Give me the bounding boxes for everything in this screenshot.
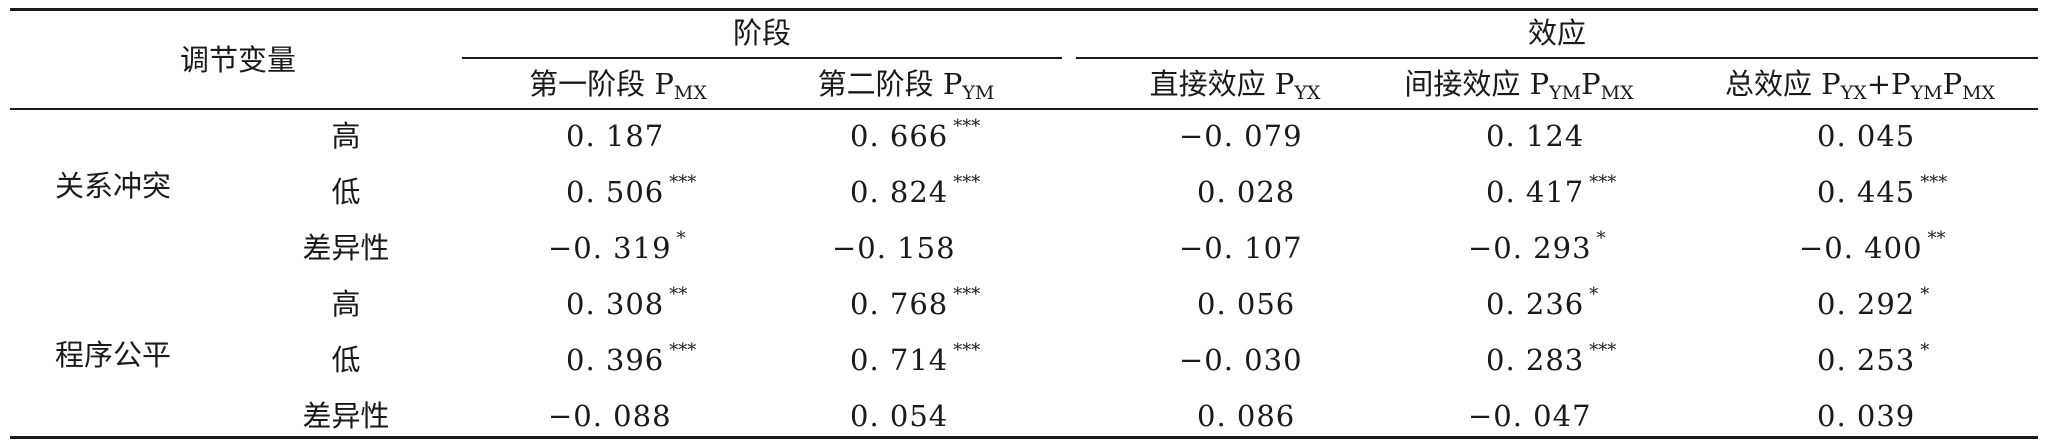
top-rule <box>10 8 2038 11</box>
stage-group-rule <box>462 57 1062 59</box>
significance-mark: *** <box>669 340 697 361</box>
cell-value: 0. 045 <box>1817 119 1916 153</box>
cell-value: −0. 088 <box>548 399 672 433</box>
cell-value: −0. 107 <box>1179 231 1303 265</box>
cell-value: 0. 445 <box>1817 175 1916 209</box>
cell-value: 0. 396 <box>566 343 665 377</box>
group-label-procedural-justice: 程序公平 <box>55 338 172 372</box>
significance-mark: * <box>1920 284 1930 305</box>
row-level-label: 高 <box>331 287 361 321</box>
cell-value: 0. 292 <box>1817 287 1916 321</box>
table-cell: 0. 666 *** <box>850 118 980 154</box>
cell-value: 0. 308 <box>566 287 665 321</box>
bottom-rule <box>10 436 2038 439</box>
table-cell: 0. 417 *** <box>1486 174 1616 210</box>
significance-mark: ** <box>669 284 688 305</box>
significance-mark: *** <box>1920 172 1948 193</box>
table-cell: 0. 086 <box>1197 398 1295 434</box>
cell-value: 0. 506 <box>566 175 665 209</box>
moderator-header: 调节变量 <box>179 43 297 77</box>
cell-value: 0. 417 <box>1486 175 1585 209</box>
table-cell: 0. 028 <box>1197 174 1295 210</box>
table-cell: 0. 283 *** <box>1486 342 1616 378</box>
table-cell: 0. 824 *** <box>850 174 980 210</box>
cell-value: −0. 079 <box>1179 119 1303 153</box>
cell-value: 0. 714 <box>850 343 949 377</box>
table-cell: 0. 768 *** <box>850 286 980 322</box>
cell-value: 0. 124 <box>1486 119 1585 153</box>
table-cell: 0. 253 * <box>1817 342 1929 378</box>
group-label-relationship-conflict: 关系冲突 <box>55 169 172 203</box>
significance-mark: *** <box>953 340 981 361</box>
cell-value: 0. 283 <box>1486 343 1585 377</box>
cell-value: 0. 236 <box>1486 287 1585 321</box>
table-cell: −0. 293 * <box>1468 230 1606 266</box>
col-header-indirect: 间接效应 PYMPMX <box>1404 67 1634 104</box>
table-cell: 0. 308 ** <box>566 286 687 322</box>
effect-group-rule <box>1076 57 2038 59</box>
cell-value: 0. 086 <box>1197 399 1296 433</box>
row-level-label: 差异性 <box>302 399 390 433</box>
cell-value: 0. 768 <box>850 287 949 321</box>
col-header-stage1: 第一阶段 PMX <box>529 67 707 104</box>
table-cell: 0. 445 *** <box>1817 174 1947 210</box>
table-cell: −0. 319 * <box>548 230 686 266</box>
cell-value: 0. 666 <box>850 119 949 153</box>
col-header-direct: 直接效应 PYX <box>1149 67 1321 104</box>
cell-value: −0. 400 <box>1799 231 1923 265</box>
cell-value: −0. 047 <box>1468 399 1592 433</box>
cell-value: −0. 030 <box>1179 343 1303 377</box>
table-cell: 0. 124 <box>1486 118 1584 154</box>
significance-mark: * <box>676 228 686 249</box>
significance-mark: * <box>1596 228 1606 249</box>
significance-mark: *** <box>1589 172 1617 193</box>
table-cell: 0. 714 *** <box>850 342 980 378</box>
table-cell: −0. 047 <box>1468 398 1592 434</box>
significance-mark: * <box>1920 340 1930 361</box>
table-cell: −0. 158 <box>832 230 956 266</box>
cell-value: 0. 039 <box>1817 399 1916 433</box>
significance-mark: *** <box>953 284 981 305</box>
col-header-total: 总效应 PYX+PYMPMX <box>1724 67 1996 104</box>
table-cell: −0. 030 <box>1179 342 1303 378</box>
table-cell: 0. 506 *** <box>566 174 696 210</box>
significance-mark: *** <box>1589 340 1617 361</box>
significance-mark: * <box>1589 284 1599 305</box>
cell-value: 0. 028 <box>1197 175 1296 209</box>
cell-value: 0. 054 <box>850 399 949 433</box>
table-cell: 0. 054 <box>850 398 948 434</box>
table-cell: −0. 088 <box>548 398 672 434</box>
table-cell: −0. 107 <box>1179 230 1303 266</box>
row-level-label: 低 <box>331 343 361 377</box>
significance-mark: *** <box>953 116 981 137</box>
table-cell: 0. 292 * <box>1817 286 1929 322</box>
cell-value: 0. 253 <box>1817 343 1916 377</box>
header-bottom-rule <box>10 108 2038 110</box>
cell-value: 0. 056 <box>1197 287 1296 321</box>
table-cell: 0. 056 <box>1197 286 1295 322</box>
row-level-label: 差异性 <box>302 231 390 265</box>
table-cell: −0. 079 <box>1179 118 1303 154</box>
table-cell: 0. 045 <box>1817 118 1915 154</box>
significance-mark: *** <box>953 172 981 193</box>
effect-group-header: 效应 <box>1527 16 1587 50</box>
row-level-label: 高 <box>331 119 361 153</box>
table-cell: 0. 039 <box>1817 398 1915 434</box>
table-cell: −0. 400 ** <box>1799 230 1946 266</box>
cell-value: −0. 293 <box>1468 231 1592 265</box>
table-cell: 0. 396 *** <box>566 342 696 378</box>
table-cell: 0. 187 <box>566 118 664 154</box>
cell-value: −0. 158 <box>832 231 956 265</box>
cell-value: 0. 824 <box>850 175 949 209</box>
stage-group-header: 阶段 <box>732 16 792 50</box>
significance-mark: ** <box>1927 228 1946 249</box>
table-cell: 0. 236 * <box>1486 286 1598 322</box>
col-header-stage2: 第二阶段 PYM <box>817 67 995 104</box>
row-level-label: 低 <box>331 175 361 209</box>
cell-value: 0. 187 <box>566 119 665 153</box>
cell-value: −0. 319 <box>548 231 672 265</box>
significance-mark: *** <box>669 172 697 193</box>
